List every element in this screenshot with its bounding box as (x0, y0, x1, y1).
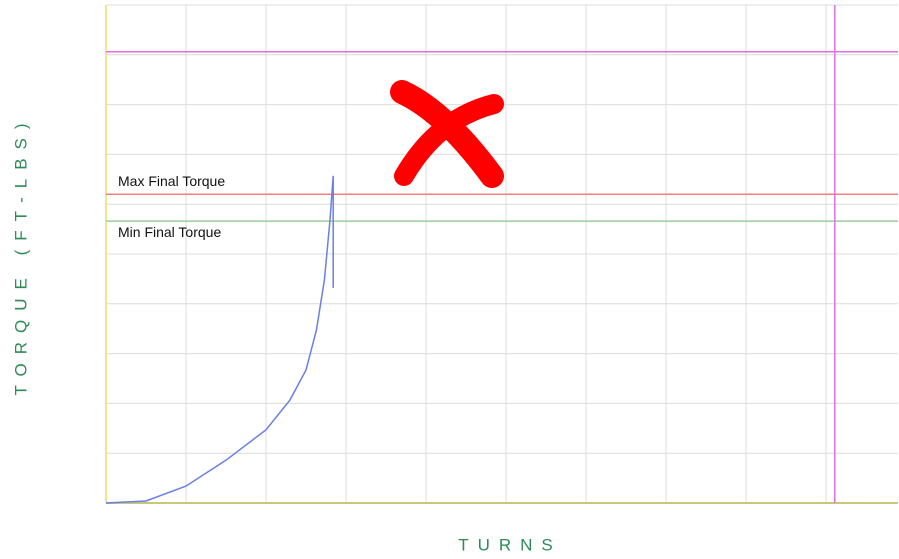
fail-icon (390, 80, 504, 188)
x-axis-title: TURNS (458, 535, 562, 554)
reference-label: Min Final Torque (118, 224, 221, 240)
y-axis-title: TORQUE (FT-LBS) (11, 114, 30, 395)
torque-curve (105, 175, 334, 504)
reference-label: Max Final Torque (118, 173, 225, 189)
